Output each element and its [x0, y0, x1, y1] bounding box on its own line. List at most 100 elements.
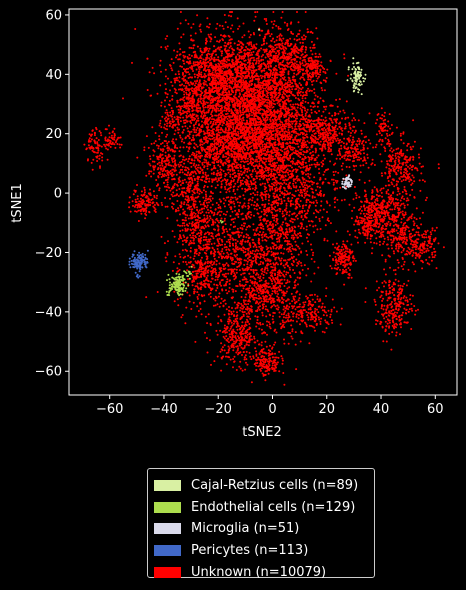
data-point [176, 101, 179, 104]
data-point [170, 58, 173, 61]
data-point [291, 48, 294, 51]
data-point [176, 50, 179, 53]
data-point [316, 193, 319, 196]
data-point [301, 161, 304, 164]
data-point [246, 157, 249, 160]
data-point [318, 220, 321, 222]
data-point [272, 133, 275, 136]
data-point [250, 95, 253, 98]
data-point [263, 127, 266, 129]
data-point [343, 57, 346, 60]
data-point [212, 104, 214, 107]
data-point [246, 170, 249, 173]
data-point [297, 212, 300, 215]
data-point [248, 59, 251, 62]
data-point [290, 125, 293, 128]
data-point [243, 34, 246, 37]
data-point [182, 33, 185, 36]
data-point [201, 51, 204, 54]
data-point [290, 134, 293, 136]
data-point [303, 78, 305, 81]
data-point [314, 224, 317, 227]
data-point [179, 22, 182, 25]
data-point [231, 82, 234, 85]
data-point [229, 215, 232, 217]
data-point [184, 19, 187, 22]
data-point [199, 110, 202, 112]
data-point [267, 110, 270, 113]
data-point [257, 50, 260, 53]
data-point [238, 51, 241, 54]
data-point [321, 89, 324, 92]
data-point [274, 87, 277, 90]
data-point [291, 82, 294, 85]
data-point [200, 112, 203, 115]
data-point [231, 80, 234, 83]
data-point [246, 128, 249, 131]
data-point [271, 114, 274, 117]
data-point [239, 118, 242, 121]
data-point [269, 135, 272, 138]
data-point [199, 55, 202, 58]
data-point [221, 113, 224, 116]
data-point [275, 39, 278, 42]
data-point [224, 93, 227, 96]
data-point [188, 137, 191, 140]
data-point [283, 49, 286, 52]
data-point [302, 137, 305, 140]
data-point [254, 193, 256, 196]
data-point [220, 34, 222, 37]
data-point [275, 132, 278, 135]
data-point [270, 20, 273, 23]
data-point [235, 125, 238, 128]
data-point [259, 91, 262, 94]
data-point [299, 41, 302, 44]
data-point [287, 76, 290, 79]
data-point [246, 61, 249, 64]
data-point [307, 115, 310, 118]
data-point [293, 69, 296, 72]
data-point [239, 111, 242, 114]
data-point [289, 103, 292, 106]
data-point [245, 90, 248, 93]
data-point [186, 56, 189, 58]
data-point [247, 133, 250, 136]
data-point [318, 53, 321, 56]
data-point [200, 66, 203, 68]
data-point [249, 57, 252, 60]
data-point [208, 129, 210, 131]
data-point [292, 157, 295, 160]
data-point [209, 116, 212, 119]
data-point [328, 204, 331, 207]
data-point [290, 90, 293, 93]
data-point [264, 124, 267, 127]
data-point [303, 210, 306, 212]
data-point [201, 110, 204, 113]
data-point [322, 163, 325, 166]
data-point [250, 127, 253, 130]
data-point [251, 105, 253, 108]
data-point [270, 39, 273, 42]
data-point [178, 73, 180, 76]
data-point [215, 107, 218, 110]
data-point [304, 141, 307, 144]
data-point [270, 94, 272, 97]
data-point [258, 163, 261, 165]
data-point [264, 182, 267, 185]
data-point [265, 169, 267, 172]
data-point [277, 50, 280, 53]
data-point [318, 110, 321, 112]
data-point [306, 193, 309, 196]
data-point [271, 60, 274, 63]
data-point [281, 150, 284, 153]
data-point [208, 53, 211, 56]
data-point [251, 62, 254, 65]
data-point [281, 55, 284, 58]
data-point [286, 89, 289, 92]
data-point [293, 147, 296, 150]
data-point [281, 84, 284, 86]
data-point [225, 88, 227, 91]
data-point [250, 148, 253, 151]
data-point [317, 56, 320, 58]
data-point [300, 118, 303, 121]
